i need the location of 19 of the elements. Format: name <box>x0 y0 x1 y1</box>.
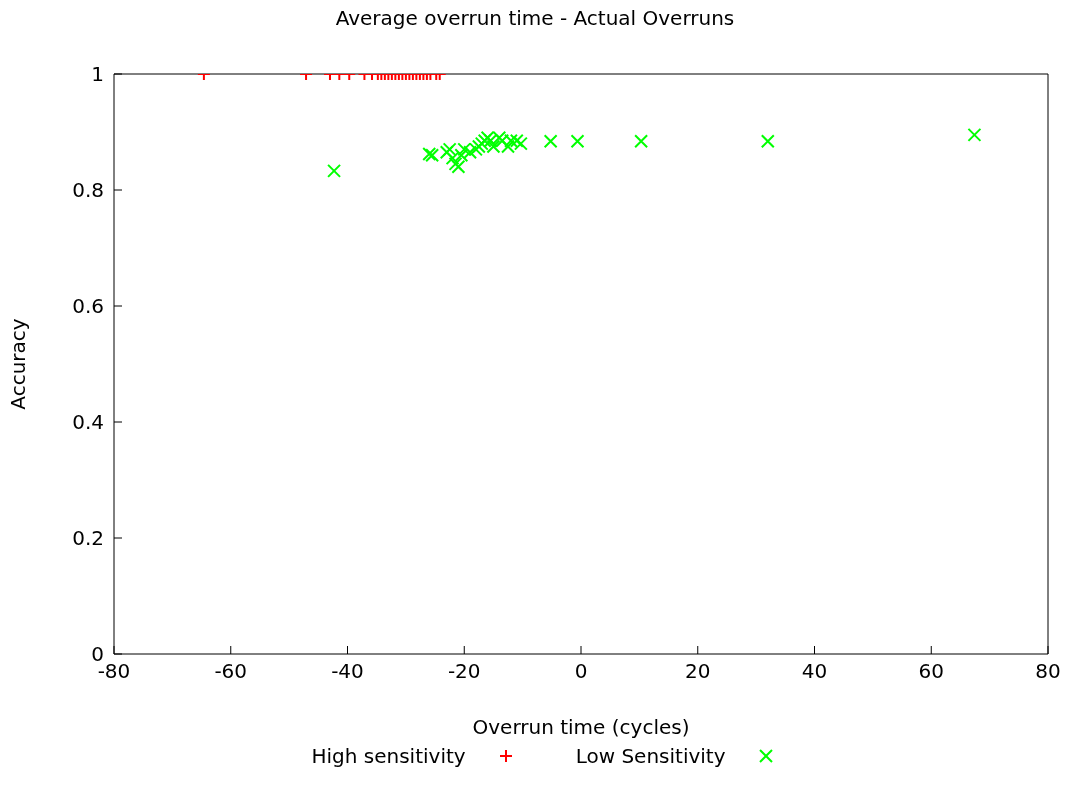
x-tick-label: 0 <box>574 659 588 684</box>
y-tick-label: 0.4 <box>72 410 104 435</box>
y-tick-label: 0.6 <box>72 294 104 319</box>
x-tick-label: 40 <box>801 659 828 684</box>
legend-label: High sensitivity <box>311 744 466 768</box>
x-tick-label: -40 <box>331 659 364 684</box>
chart-title: Average overrun time - Actual Overruns <box>334 6 736 32</box>
y-tick-label: 0.8 <box>72 178 104 203</box>
x-axis-title: Overrun time (cycles) <box>472 715 690 739</box>
x-tick-label: 20 <box>685 659 711 684</box>
x-tick-label: -20 <box>447 659 481 684</box>
x-tick-label: -60 <box>214 659 248 684</box>
legend-label: Low Sensitivity <box>575 744 726 768</box>
x-tick-label: 80 <box>1035 659 1061 684</box>
y-axis-title: Accuracy <box>6 318 31 410</box>
y-tick-label: 1 <box>91 62 104 87</box>
x-tick-label: 60 <box>918 659 944 684</box>
y-tick-label: 0 <box>91 642 104 667</box>
y-tick-label: 0.2 <box>72 526 104 551</box>
